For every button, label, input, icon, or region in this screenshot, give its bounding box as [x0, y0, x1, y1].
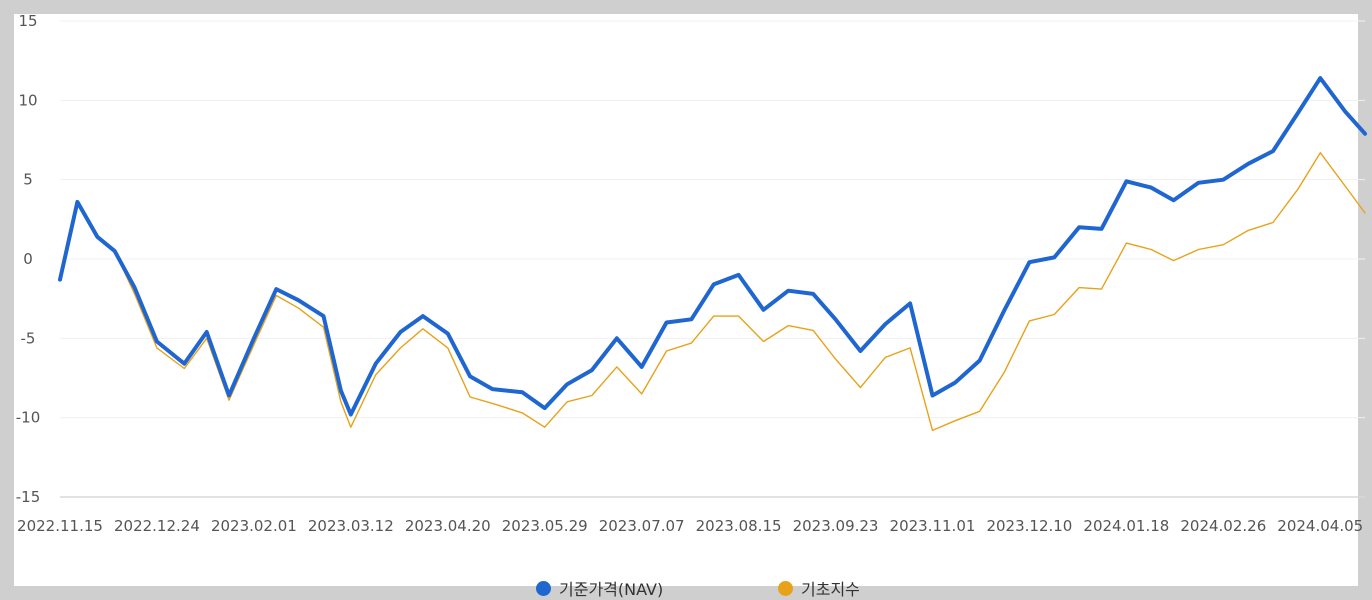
x-tick-label: 2024.04.05	[1277, 517, 1363, 535]
x-tick-label: 2024.02.26	[1180, 517, 1266, 535]
x-tick-label: 2023.07.07	[599, 517, 685, 535]
y-tick-label: 5	[23, 171, 33, 189]
x-tick-label: 2023.05.29	[502, 517, 588, 535]
series-line-base-index	[59, 151, 1366, 432]
legend-item-nav[interactable]: 기준가격(NAV)	[536, 576, 663, 600]
y-tick-label: -15	[16, 488, 41, 506]
y-tick-label: -10	[16, 409, 41, 427]
x-tick-label: 2024.01.18	[1083, 517, 1169, 535]
legend: 기준가격(NAV) 기초지수	[0, 573, 1372, 600]
x-tick-label: 2023.08.15	[696, 517, 782, 535]
legend-marker-nav	[536, 580, 551, 596]
chart-frame	[14, 14, 1358, 586]
y-tick-label: -5	[21, 329, 36, 347]
y-tick-label: 10	[18, 91, 37, 109]
x-tick-label: 2023.11.01	[890, 517, 976, 535]
x-tick-label: 2022.11.15	[17, 517, 103, 535]
series-line-nav	[58, 76, 1367, 417]
x-tick-label: 2023.12.10	[986, 517, 1072, 535]
line-chart: 15 10 5 0 -5 -10 -15 2022.11.15 2022.12.24 2023.0…	[16, 12, 1367, 535]
x-tick-label: 2023.04.20	[405, 517, 491, 535]
legend-label-nav: 기준가격(NAV)	[559, 580, 664, 599]
legend-marker-base-index	[778, 580, 793, 596]
x-tick-label: 2023.03.12	[308, 517, 394, 535]
legend-item-base-index[interactable]: 기초지수	[778, 576, 860, 600]
legend-label-base-index: 기초지수	[801, 580, 860, 599]
y-tick-label: 15	[18, 12, 37, 30]
x-tick-label: 2022.12.24	[114, 517, 200, 535]
y-tick-label: 0	[23, 250, 33, 268]
x-tick-label: 2023.09.23	[793, 517, 879, 535]
x-tick-label: 2023.02.01	[211, 517, 297, 535]
